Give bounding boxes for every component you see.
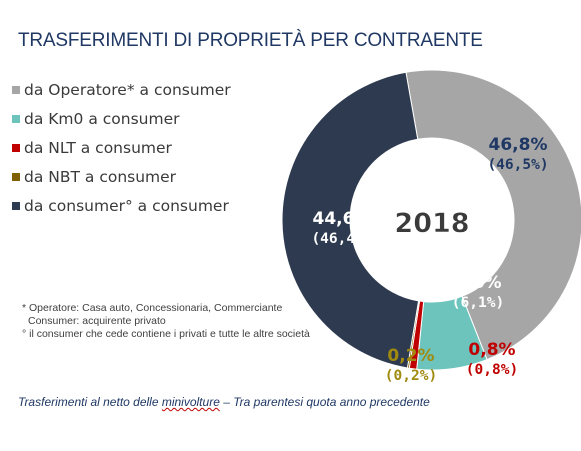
legend: da Operatore* a consumer da Km0 a consum…	[12, 75, 231, 220]
legend-swatch	[12, 114, 20, 123]
footer-part-1: Trasferimenti al netto delle	[18, 395, 162, 409]
footnote-operatore: * Operatore: Casa auto, Concessionaria, …	[22, 302, 283, 314]
slice-previous-label: (46,4%)	[311, 231, 372, 247]
legend-item-operatore: da Operatore* a consumer	[12, 75, 231, 104]
legend-label: da Km0 a consumer	[24, 109, 180, 128]
slice-previous-label: (0,2%)	[385, 368, 437, 384]
legend-label: da NLT a consumer	[24, 138, 172, 157]
footnotes: * Operatore: Casa auto, Concessionaria, …	[22, 302, 310, 341]
legend-swatch	[12, 143, 20, 152]
legend-swatch	[12, 85, 20, 94]
slice-previous-label: (6,1%)	[452, 295, 504, 311]
center-year-label: 2018	[394, 208, 469, 239]
legend-label: da consumer° a consumer	[24, 196, 229, 215]
donut-slice	[281, 71, 420, 369]
footer-part-3: – Tra parentesi quota anno precedente	[219, 395, 430, 409]
chart-title: TRASFERIMENTI DI PROPRIETÀ PER CONTRAENT…	[18, 30, 483, 51]
slice-previous-label: (46,5%)	[487, 157, 548, 173]
donut-slice	[405, 69, 581, 361]
legend-swatch	[12, 172, 20, 181]
legend-label: da Operatore* a consumer	[24, 80, 231, 99]
slice-value-label: 0,8%	[468, 340, 515, 360]
legend-item-km0: da Km0 a consumer	[12, 104, 231, 133]
legend-item-consumer: da consumer° a consumer	[12, 191, 231, 220]
footer-note: Trasferimenti al netto delle minivolture…	[18, 395, 430, 409]
footer-part-2: minivolture	[161, 395, 220, 409]
slice-value-label: 46,8%	[489, 135, 548, 155]
slice-previous-label: (0,8%)	[466, 362, 518, 378]
footnote-cedente: ° il consumer che cede contiene i privat…	[22, 328, 310, 340]
legend-item-nbt: da NBT a consumer	[12, 162, 231, 191]
legend-item-nlt: da NLT a consumer	[12, 133, 231, 162]
slice-value-label: 7,6%	[454, 273, 501, 293]
footnote-consumer: Consumer: acquirente privato	[28, 315, 166, 327]
slice-value-label: 0,2%	[387, 346, 434, 366]
legend-swatch	[12, 201, 20, 210]
slice-value-label: 44,6%	[313, 209, 372, 229]
legend-label: da NBT a consumer	[24, 167, 177, 186]
